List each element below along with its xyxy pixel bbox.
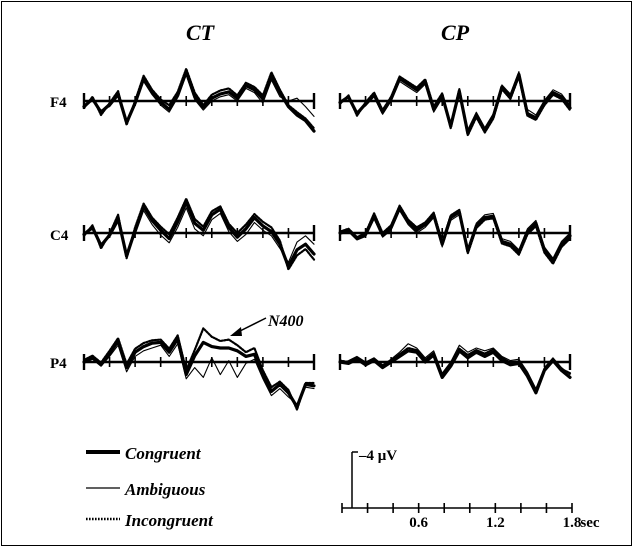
wave-ct-p4-ambiguous <box>83 343 315 405</box>
time-axis-tick-label: 0.6 <box>409 515 428 531</box>
row-label-c4: C4 <box>50 228 69 244</box>
wave-cp-c4-ambiguous <box>339 210 571 259</box>
wave-cp-p4-incongruent <box>338 346 572 392</box>
time-axis-unit: sec <box>580 515 599 531</box>
legend-label-incongruent: Incongruent <box>124 511 214 530</box>
column-title-ct: CT <box>186 20 216 45</box>
wave-cp-f4-congruent <box>338 72 572 135</box>
row-label-f4: F4 <box>50 95 67 111</box>
wave-cp-p4-ambiguous <box>339 343 571 390</box>
wave-ct-f4-incongruent <box>82 67 316 130</box>
wave-ct-p4-incongruent <box>82 327 316 411</box>
wave-ct-c4-congruent <box>82 200 316 269</box>
legend-label-congruent: Congruent <box>125 444 202 463</box>
column-title-cp: CP <box>441 20 470 45</box>
legend-label-ambiguous: Ambiguous <box>124 480 206 499</box>
n400-label: N400 <box>267 313 304 330</box>
wave-ct-c4-incongruent <box>82 197 316 271</box>
wave-cp-f4-incongruent <box>338 75 572 137</box>
wave-cp-c4-incongruent <box>338 204 572 265</box>
n400-arrow-head <box>230 327 242 336</box>
row-label-p4: P4 <box>50 356 67 372</box>
scale-amplitude-label: –4 μV <box>358 448 397 464</box>
time-axis-tick-label: 1.8 <box>563 515 582 531</box>
time-axis-tick-label: 1.2 <box>486 515 505 531</box>
